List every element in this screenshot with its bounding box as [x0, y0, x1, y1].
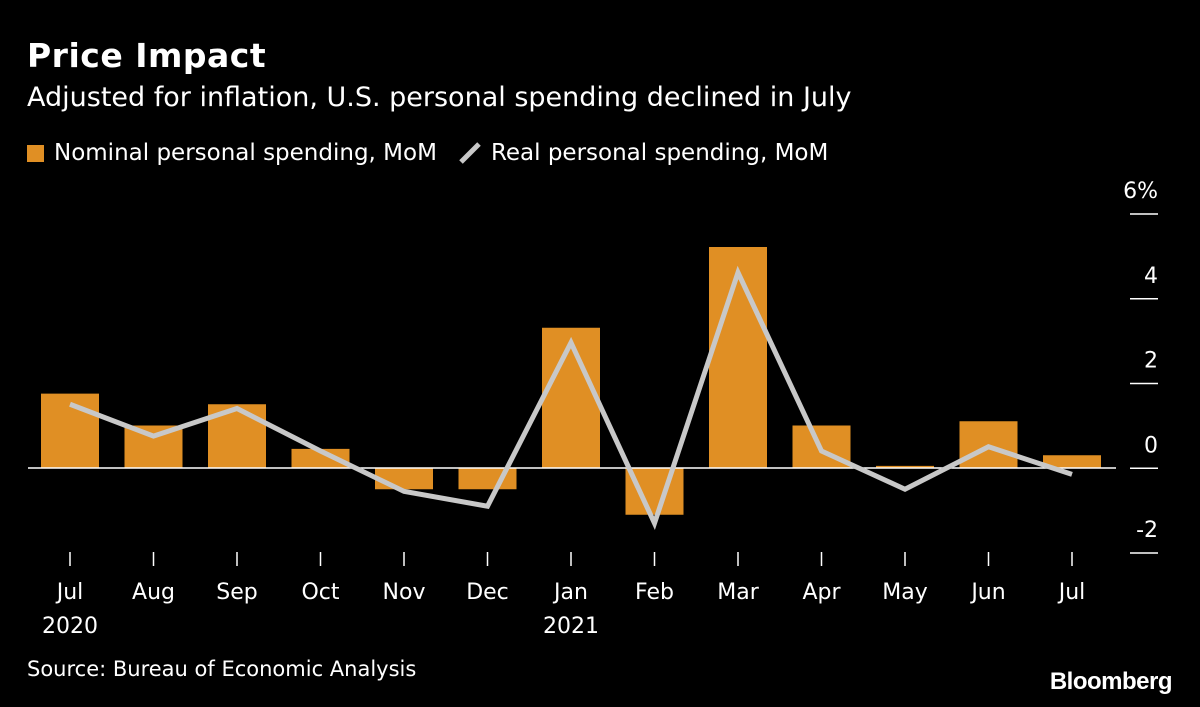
x-tick-label-12: Jul	[1057, 580, 1086, 605]
bloomberg-logo: Bloomberg	[1049, 668, 1173, 695]
x-tick-label-0: Jul	[55, 580, 84, 605]
legend-line-label: Real personal spending, MoM	[490, 140, 829, 166]
legend-bar-label: Nominal personal spending, MoM	[54, 140, 437, 166]
x-tick-label-4: Nov	[383, 580, 426, 605]
y-tick-label-4: -2	[1136, 518, 1158, 543]
bar-8	[709, 247, 767, 468]
x-tick-label-8: Mar	[717, 580, 759, 605]
x-year-label-0: 2020	[42, 614, 98, 639]
x-tick-label-3: Oct	[301, 580, 339, 605]
bar-4	[375, 468, 433, 490]
chart-subtitle: Adjusted for inflation, U.S. personal sp…	[27, 82, 852, 113]
x-year-label-6: 2021	[543, 614, 599, 639]
y-tick-label-3: 0	[1144, 433, 1158, 458]
chart-title: Price Impact	[27, 36, 267, 75]
x-tick-label-11: Jun	[969, 580, 1005, 605]
x-tick-label-7: Feb	[635, 580, 674, 605]
bar-6	[542, 327, 600, 468]
x-axis: Jul 2020 Aug Sep Oct Nov Dec Jan 2021 Feb Mar Apr Ma…	[42, 552, 1085, 639]
y-tick-label-0: 6%	[1123, 179, 1158, 204]
bar-10	[876, 465, 934, 468]
y-axis: 6% 4 2 0 -2	[1123, 179, 1158, 554]
x-tick-label-1: Aug	[132, 580, 175, 605]
bar-series	[41, 247, 1101, 515]
x-tick-label-10: May	[882, 580, 927, 605]
y-tick-label-1: 4	[1144, 264, 1158, 289]
real-spending-line	[69, 265, 1073, 531]
legend-bar-swatch	[27, 144, 44, 162]
source-note: Source: Bureau of Economic Analysis	[27, 657, 417, 681]
legend-line-swatch	[459, 142, 481, 164]
bar-1	[124, 425, 183, 468]
legend: Nominal personal spending, MoM Real pers…	[27, 140, 828, 166]
x-tick-label-5: Dec	[466, 580, 509, 605]
y-tick-label-2: 2	[1144, 349, 1158, 374]
bar-12	[1043, 455, 1101, 468]
x-tick-label-2: Sep	[216, 580, 257, 605]
bar-3	[291, 448, 350, 468]
x-tick-label-9: Apr	[802, 580, 841, 605]
x-tick-label-6: Jan	[552, 580, 588, 605]
